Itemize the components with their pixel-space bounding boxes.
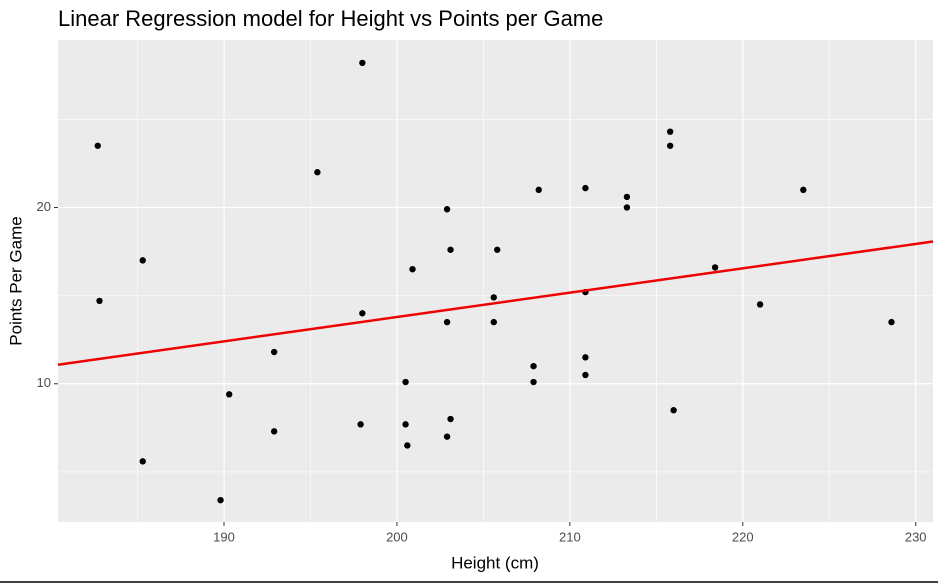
point (402, 421, 409, 428)
point (404, 442, 411, 449)
panel (58, 40, 933, 522)
point (530, 362, 537, 370)
point (711, 264, 719, 271)
point (530, 378, 537, 386)
x-axis-label: Height (cm) (451, 553, 539, 572)
point (666, 142, 674, 149)
point (490, 294, 497, 301)
point (443, 206, 451, 213)
point (359, 310, 366, 317)
point (402, 378, 409, 386)
point (270, 348, 278, 356)
point (409, 265, 416, 273)
point (666, 128, 674, 135)
point (623, 204, 631, 211)
chart-title: Linear Regression model for Height vs Po… (58, 6, 603, 31)
point (582, 354, 589, 361)
y-tick-label: 10 (37, 375, 51, 390)
point (139, 458, 146, 465)
point (94, 142, 101, 149)
point (623, 193, 631, 201)
x-tick-label: 210 (559, 529, 581, 544)
point (139, 257, 146, 264)
point (582, 184, 589, 192)
point (443, 433, 451, 440)
point (225, 391, 233, 398)
x-tick-label: 230 (905, 529, 927, 544)
x-tick-label: 220 (732, 529, 754, 544)
point (670, 407, 677, 414)
y-axis-label: Points Per Game (6, 216, 25, 345)
point (490, 318, 497, 326)
point (582, 371, 589, 379)
x-tick-label: 190 (213, 529, 235, 544)
regression-line (57, 240, 934, 366)
point (447, 415, 454, 423)
x-tick-label: 200 (386, 529, 408, 544)
point (217, 496, 224, 504)
y-tick-label: 20 (37, 199, 51, 214)
point (357, 421, 364, 428)
point (756, 301, 764, 308)
point (359, 59, 366, 67)
point (535, 186, 542, 194)
point (270, 428, 278, 435)
point (800, 186, 807, 194)
point (96, 297, 103, 305)
point (447, 246, 454, 253)
point (494, 246, 501, 253)
point (314, 169, 321, 176)
point (443, 318, 451, 326)
point (888, 318, 895, 326)
